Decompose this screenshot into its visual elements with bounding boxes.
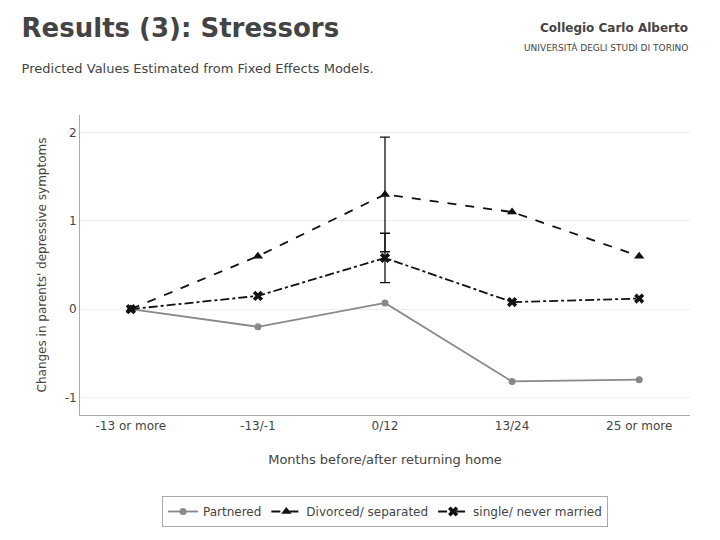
svg-text:UNIVERSITÀ DEGLI STUDI DI TORI: UNIVERSITÀ DEGLI STUDI DI TORINO — [524, 42, 688, 53]
svg-text:Months before/after returning: Months before/after returning home — [268, 452, 502, 467]
svg-text:0/12: 0/12 — [372, 419, 399, 433]
svg-text:25 or more: 25 or more — [606, 419, 672, 433]
svg-text:Partnered: Partnered — [203, 505, 261, 519]
svg-text:-13/-1: -13/-1 — [240, 419, 276, 433]
svg-text:2: 2 — [69, 126, 77, 140]
svg-text:-13 or more: -13 or more — [96, 419, 167, 433]
svg-text:1: 1 — [69, 214, 77, 228]
svg-text:0: 0 — [69, 302, 77, 316]
svg-text:Collegio Carlo Alberto: Collegio Carlo Alberto — [540, 21, 688, 35]
svg-text:13/24: 13/24 — [495, 419, 530, 433]
svg-text:Results (3): Stressors: Results (3): Stressors — [22, 13, 340, 43]
svg-text:Predicted Values Estimated fro: Predicted Values Estimated from Fixed Ef… — [22, 61, 374, 76]
svg-text:Changes in parents' depressive: Changes in parents' depressive symptoms — [35, 138, 49, 393]
svg-text:Divorced/ separated: Divorced/ separated — [306, 505, 428, 519]
svg-text:single/ never married: single/ never married — [473, 505, 602, 519]
svg-text:-1: -1 — [65, 391, 77, 405]
